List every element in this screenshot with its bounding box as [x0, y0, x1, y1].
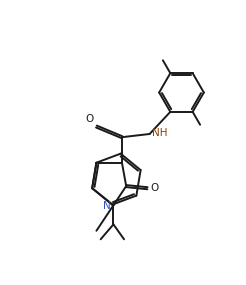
- Text: N: N: [103, 201, 111, 211]
- Text: NH: NH: [152, 128, 167, 138]
- Text: O: O: [151, 183, 159, 193]
- Text: O: O: [85, 114, 93, 125]
